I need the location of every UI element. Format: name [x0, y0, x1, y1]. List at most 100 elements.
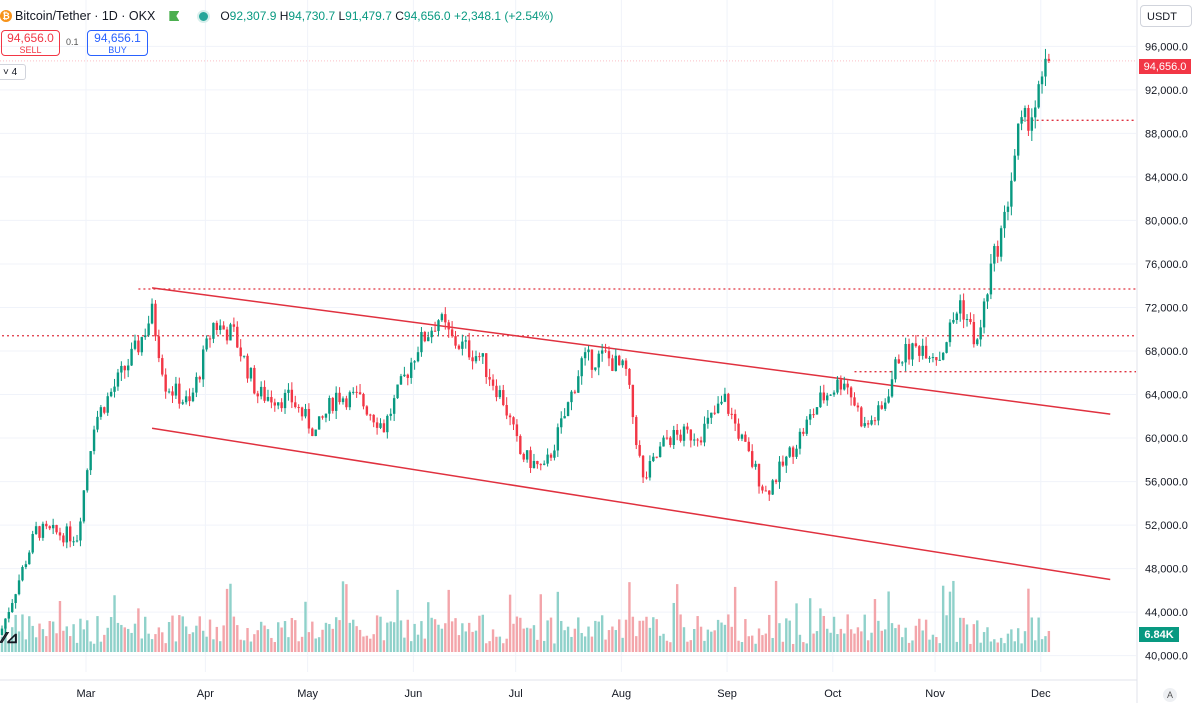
candle-body	[839, 379, 843, 390]
price-axis[interactable]: 40,000.0 44,000.0 48,000.0 52,000.0 56,000.0…	[1136, 0, 1188, 703]
currency-selector[interactable]: USDT	[1140, 5, 1192, 27]
candle-body	[948, 322, 952, 343]
volume-bar	[645, 616, 648, 652]
volume-bar	[485, 643, 488, 652]
volume-bar	[147, 633, 150, 652]
volume-bar	[34, 637, 38, 652]
volume-bar	[399, 620, 403, 652]
volume-bar	[478, 615, 481, 652]
candle-body	[45, 523, 48, 527]
candle-body	[737, 423, 740, 439]
time-axis[interactable]: Mar Apr May Jun Jul Aug Sep Oct Nov Dec	[0, 679, 1137, 700]
volume-bar	[307, 632, 311, 652]
market-status-icon[interactable]	[197, 9, 211, 23]
volume-bar	[324, 622, 328, 652]
candle-body	[467, 340, 471, 358]
candle-body	[819, 392, 822, 408]
price-tick-label: 68,000.0	[1145, 346, 1188, 358]
volume-bar	[219, 641, 222, 652]
candle-body	[379, 423, 382, 428]
volume-bar	[631, 616, 635, 652]
volume-bar	[570, 636, 573, 652]
candle-body	[553, 450, 556, 458]
candle-body	[161, 358, 164, 375]
candle-body	[225, 329, 229, 341]
candle-body	[832, 392, 836, 395]
candle-body	[928, 357, 931, 359]
volume-bar	[328, 624, 331, 652]
candle-body	[79, 521, 82, 541]
candle-body	[1003, 211, 1006, 229]
candle-body	[512, 417, 515, 425]
volume-bar	[1040, 639, 1044, 652]
volume-bar	[710, 631, 713, 652]
candle-body	[907, 343, 911, 360]
candle-body	[672, 429, 675, 445]
volume-bar	[669, 642, 672, 652]
candle-body	[236, 326, 239, 348]
volume-bar	[365, 635, 369, 652]
candle-body	[556, 427, 560, 451]
candle-body	[1027, 108, 1030, 131]
volume-bar	[577, 617, 580, 652]
volume-bar	[99, 641, 103, 652]
volume-bar	[590, 636, 594, 652]
volume-bar	[174, 641, 178, 652]
candle-body	[55, 524, 58, 533]
candle-body	[51, 524, 55, 529]
candle-body	[17, 580, 21, 595]
candle-body	[106, 396, 109, 413]
trend-lines	[0, 60, 1136, 581]
flag-icon[interactable]	[169, 11, 180, 21]
candle-body	[549, 454, 553, 458]
candle-body	[795, 448, 798, 457]
indicators-collapse-button[interactable]: ˅ 4	[0, 64, 26, 80]
volume-bar	[24, 639, 28, 652]
volume-bar	[536, 639, 539, 652]
volume-bar	[703, 640, 706, 652]
change-value: +2,348.1 (+2.54%)	[453, 9, 554, 23]
candle-body	[924, 345, 928, 359]
symbol-title[interactable]: Bitcoin/Tether · 1D · OKX	[15, 9, 156, 23]
volume-bar	[682, 627, 686, 652]
volume-bar	[512, 623, 515, 652]
candle-body	[249, 367, 253, 379]
volume-bar	[873, 599, 877, 652]
volume-bar	[14, 614, 17, 652]
volume-bar	[389, 621, 392, 652]
candle-body	[566, 402, 570, 417]
buy-button[interactable]: 94,656.1 BUY	[87, 30, 148, 56]
volume-bar	[1006, 633, 1010, 652]
candle-body	[256, 393, 259, 397]
volume-bar	[948, 591, 952, 652]
auto-scale-button[interactable]: A	[1163, 688, 1177, 702]
volume-bar	[410, 641, 413, 652]
candle-body	[887, 396, 890, 403]
candle-body	[116, 372, 120, 387]
candle-body	[348, 392, 352, 408]
volume-bar	[686, 641, 689, 652]
volume-bar	[317, 637, 321, 652]
candle-body	[89, 451, 92, 471]
volume-bar	[461, 623, 464, 652]
volume-bar	[911, 640, 914, 652]
candle-body	[1006, 206, 1010, 212]
volume-bar	[120, 624, 123, 652]
candle-body	[1034, 107, 1037, 118]
volume-bar	[706, 629, 710, 652]
candle-body	[791, 447, 795, 457]
candle-body	[641, 455, 645, 478]
tradingview-logo-icon[interactable]: ⁄⁄⊿	[2, 630, 19, 647]
candle-body	[341, 398, 345, 403]
candle-body	[331, 398, 334, 411]
candle-body	[580, 358, 583, 377]
volume-bar	[515, 616, 519, 652]
candle-body	[525, 450, 529, 460]
candle-body	[945, 342, 948, 353]
volume-bar	[839, 628, 843, 652]
sell-button[interactable]: 94,656.0 SELL	[1, 30, 60, 56]
candle-body	[420, 331, 423, 353]
volume-bar	[805, 643, 808, 652]
volume-bar	[420, 621, 423, 652]
